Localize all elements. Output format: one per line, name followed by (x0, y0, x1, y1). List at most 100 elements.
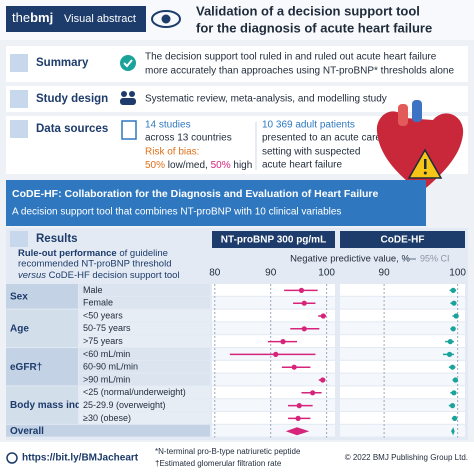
plot-row (340, 399, 465, 411)
title: for the diagnosis of acute heart failure (196, 20, 432, 35)
row-cell (79, 296, 210, 309)
forest-plot: Sex Male Female Age <50 years 50-75 years >75 … (6, 231, 466, 438)
risk-line: 50% low/med, 50% high (145, 160, 252, 171)
group-cell (6, 424, 210, 437)
row-cell (79, 373, 210, 386)
brand-bmj: bmj (30, 10, 53, 25)
point (449, 403, 456, 409)
row-label: <50 years (83, 310, 123, 320)
patients-text: presented to an acute care (262, 133, 381, 144)
plot-row (340, 386, 465, 399)
x-axis-label: Negative predictive value, % (290, 254, 410, 265)
patients-text: acute heart failure (262, 160, 342, 171)
plot-row (340, 296, 465, 309)
plot-row (340, 322, 465, 335)
design-text: Systematic review, meta-analysis, and mo… (145, 94, 387, 105)
banner-title: CoDE-HF: Collaboration for the Diagnosis… (12, 188, 379, 200)
point (273, 351, 279, 357)
group-cell (6, 284, 78, 309)
row-cell (79, 309, 210, 322)
group-cell (6, 348, 78, 386)
point (449, 364, 456, 370)
heading-bold: Rule-out performance (18, 248, 117, 259)
row-label: <25 (normal/underweight) (83, 387, 186, 397)
plot-row (212, 322, 335, 335)
copyright: © 2022 BMJ Publishing Group Ltd. (345, 453, 468, 462)
point (450, 287, 456, 293)
group-cell (6, 309, 78, 347)
row-label: Female (83, 298, 113, 308)
patients-count: 10 369 adult patients (262, 120, 355, 131)
row-cell (79, 360, 210, 373)
plot-row (212, 296, 335, 309)
plot-row (340, 424, 465, 437)
row-cell (79, 322, 210, 335)
results-heading: versus CoDE-HF decision support tool (18, 270, 180, 281)
row-cell (79, 399, 210, 411)
x-tick-label: 100 (318, 268, 335, 279)
point (298, 287, 305, 293)
panel-header (212, 231, 335, 248)
x-tick-label: 80 (209, 268, 221, 279)
studies-text: across 13 countries (145, 133, 232, 144)
icon (10, 120, 28, 138)
link-icon (6, 452, 18, 464)
section-label: Study design (36, 93, 108, 105)
link[interactable]: https://bit.ly/BMJacheart (22, 453, 139, 464)
plot-row (340, 412, 465, 424)
plot-row (212, 386, 335, 399)
point (301, 300, 307, 306)
results-heading: recommended NT-proBNP threshold (18, 259, 171, 270)
row-label: 50-75 years (83, 323, 131, 333)
check-icon (120, 55, 136, 71)
row-label: 25-29.9 (overweight) (83, 400, 166, 410)
title: Validation of a decision support tool (196, 3, 420, 18)
results-heading: Rule-out performance of guideline (18, 248, 168, 259)
panel-title: NT-proBNP 300 pg/mL (221, 235, 326, 246)
group-cell (6, 386, 78, 424)
plot-row (340, 335, 465, 347)
risk-label: Risk of bias: (145, 147, 199, 158)
heading-text: CoDE-HF decision support tool (46, 270, 180, 281)
design-row (6, 86, 468, 112)
plot-row (212, 360, 335, 373)
brand-the: the (12, 10, 30, 25)
section-label: Summary (36, 57, 89, 69)
point (320, 313, 326, 319)
icon (10, 90, 28, 108)
section-label: Data sources (36, 123, 108, 135)
point (310, 390, 316, 396)
point (452, 415, 458, 421)
point (450, 326, 456, 332)
point (452, 377, 459, 383)
row-cell (79, 335, 210, 347)
patients-text: setting with suspected (262, 147, 360, 158)
ci-legend: 95% CI (420, 253, 450, 263)
point (453, 313, 459, 319)
heart-illustration (376, 100, 464, 192)
summary-row (6, 46, 468, 82)
risk-low: low/med, (165, 160, 211, 171)
group-label: Sex (10, 291, 28, 302)
row-label: >75 years (83, 336, 123, 346)
plot-row (340, 309, 465, 322)
plot-row (212, 373, 335, 386)
plot-row (340, 348, 465, 360)
banner (6, 180, 426, 226)
group-label: eGFR† (10, 362, 42, 373)
point (447, 339, 453, 345)
point (446, 351, 453, 357)
studies-count: 14 studies (145, 120, 191, 131)
point (296, 403, 302, 409)
people-icon (120, 91, 136, 105)
check-mark (123, 59, 133, 68)
summary-diamond (451, 427, 455, 436)
point (451, 390, 457, 396)
footer (0, 442, 474, 476)
brand-box (6, 6, 146, 32)
doc-icon (121, 120, 137, 140)
row-cell (79, 412, 210, 424)
row-label: <60 mL/min (83, 349, 130, 359)
plot-row (212, 284, 335, 296)
